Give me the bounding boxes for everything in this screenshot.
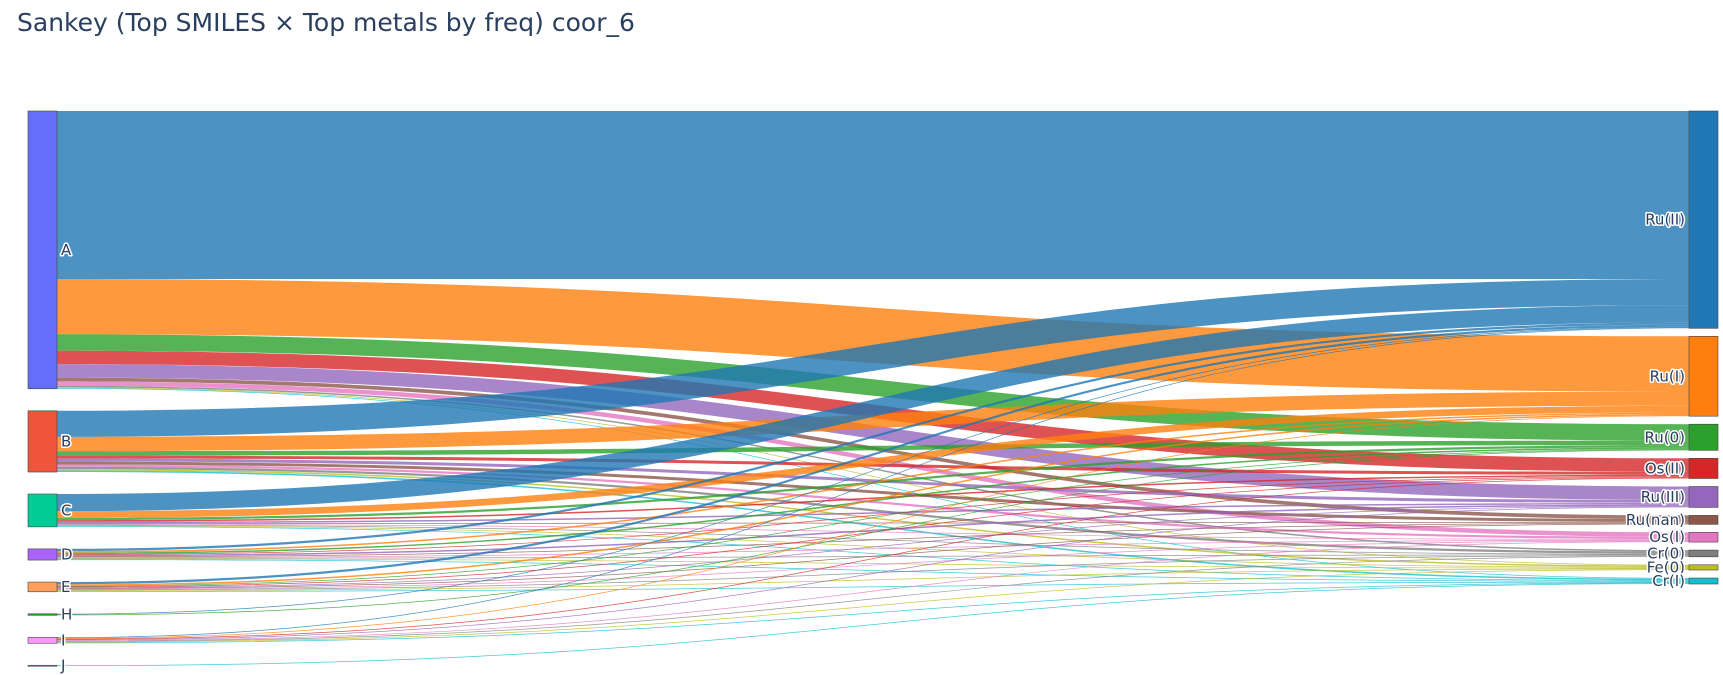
target-label-ru-ii: Ru(II)	[1645, 211, 1685, 229]
link-i-os-i[interactable]	[57, 541, 1689, 642]
target-node-cr-0[interactable]	[1688, 549, 1719, 558]
link-b-ru-iii[interactable]	[57, 458, 1689, 503]
source-node-c[interactable]	[27, 493, 58, 528]
target-label-os-ii: Os(II)	[1645, 459, 1685, 477]
link-i-cr-0[interactable]	[57, 556, 1689, 642]
link-e-ru-i[interactable]	[57, 413, 1689, 586]
target-node-ru-iii[interactable]	[1688, 486, 1719, 508]
link-b-os-i[interactable]	[57, 464, 1689, 540]
target-label-ru-i: Ru(I)	[1650, 367, 1685, 385]
source-node-a[interactable]	[27, 110, 58, 390]
link-c-fe-0[interactable]	[57, 525, 1689, 568]
link-d-ru-iii[interactable]	[57, 504, 1689, 557]
link-c-ru-i[interactable]	[57, 405, 1689, 518]
link-i-os-ii[interactable]	[57, 477, 1689, 640]
link-b-cr-i[interactable]	[57, 470, 1689, 581]
link-d-ru-nan[interactable]	[57, 522, 1689, 558]
target-node-fe-0[interactable]	[1688, 564, 1719, 571]
link-c-cr-i[interactable]	[57, 526, 1689, 582]
link-c-ru-ii[interactable]	[57, 305, 1689, 512]
link-a-cr-0[interactable]	[57, 385, 1689, 552]
link-b-ru-0[interactable]	[57, 440, 1689, 456]
target-label-ru-0: Ru(0)	[1644, 428, 1685, 446]
link-e-fe-0[interactable]	[57, 568, 1689, 592]
link-j-cr-i[interactable]	[57, 583, 1689, 666]
source-label-e: E	[61, 578, 70, 596]
link-a-ru-iii[interactable]	[57, 364, 1689, 500]
source-node-d[interactable]	[27, 548, 58, 561]
link-a-ru-i[interactable]	[57, 279, 1689, 392]
target-label-ru-nan: Ru(nan)	[1626, 511, 1685, 529]
source-label-a: A	[61, 241, 72, 259]
link-h-ru-ii[interactable]	[57, 326, 1689, 615]
link-b-ru-nan[interactable]	[57, 461, 1689, 523]
link-e-ru-iii[interactable]	[57, 505, 1689, 589]
target-node-os-ii[interactable]	[1688, 458, 1719, 479]
link-e-cr-0[interactable]	[57, 555, 1689, 591]
target-node-ru-ii[interactable]	[1688, 110, 1719, 329]
link-e-ru-ii[interactable]	[57, 324, 1689, 585]
source-node-b[interactable]	[27, 410, 58, 473]
link-i-cr-i[interactable]	[57, 582, 1689, 644]
link-e-ru-nan[interactable]	[57, 523, 1689, 589]
target-node-ru-0[interactable]	[1688, 423, 1719, 451]
link-c-cr-0[interactable]	[57, 524, 1689, 555]
link-e-os-i[interactable]	[57, 540, 1689, 590]
link-a-ru-0[interactable]	[57, 334, 1689, 441]
link-e-ru-0[interactable]	[57, 448, 1689, 587]
target-node-os-i[interactable]	[1688, 532, 1719, 543]
link-c-ru-nan[interactable]	[57, 522, 1689, 524]
target-node-ru-nan[interactable]	[1688, 515, 1719, 525]
link-b-cr-0[interactable]	[57, 466, 1689, 554]
source-label-b: B	[61, 432, 71, 450]
link-h-ru-0[interactable]	[57, 449, 1689, 616]
link-c-os-ii[interactable]	[57, 474, 1689, 522]
link-i-ru-i[interactable]	[57, 415, 1689, 639]
link-d-os-i[interactable]	[57, 539, 1689, 558]
source-label-d: D	[61, 545, 73, 563]
target-node-cr-i[interactable]	[1688, 577, 1719, 585]
link-d-ru-0[interactable]	[57, 447, 1689, 555]
link-a-fe-0[interactable]	[57, 387, 1689, 566]
target-label-ru-iii: Ru(III)	[1641, 488, 1685, 506]
target-label-cr-0: Cr(0)	[1647, 544, 1685, 562]
source-label-c: C	[61, 501, 71, 519]
link-i-fe-0[interactable]	[57, 569, 1689, 643]
target-label-os-i: Os(I)	[1649, 528, 1685, 546]
link-d-cr-i[interactable]	[57, 559, 1689, 582]
source-node-h[interactable]	[27, 613, 58, 616]
source-node-i[interactable]	[27, 636, 58, 644]
target-label-fe-0: Fe(0)	[1647, 558, 1685, 576]
chart-title: Sankey (Top SMILES × Top metals by freq)…	[17, 8, 635, 37]
link-i-ru-iii[interactable]	[57, 506, 1689, 641]
link-d-os-ii[interactable]	[57, 476, 1689, 555]
link-b-ru-ii[interactable]	[57, 279, 1689, 437]
link-e-cr-i[interactable]	[57, 581, 1689, 592]
source-label-h: H	[61, 606, 72, 624]
source-node-j[interactable]	[27, 664, 58, 667]
target-label-cr-i: Cr(I)	[1652, 572, 1685, 590]
link-b-ru-i[interactable]	[57, 391, 1689, 452]
source-label-j: J	[60, 657, 65, 675]
source-node-e[interactable]	[27, 581, 58, 593]
link-d-ru-ii[interactable]	[57, 322, 1689, 552]
source-label-i: I	[61, 631, 65, 649]
link-a-ru-ii[interactable]	[57, 111, 1689, 280]
link-c-ru-iii[interactable]	[57, 502, 1689, 524]
link-d-fe-0[interactable]	[57, 558, 1689, 569]
target-node-ru-i[interactable]	[1688, 336, 1719, 417]
link-i-ru-ii[interactable]	[57, 327, 1689, 639]
